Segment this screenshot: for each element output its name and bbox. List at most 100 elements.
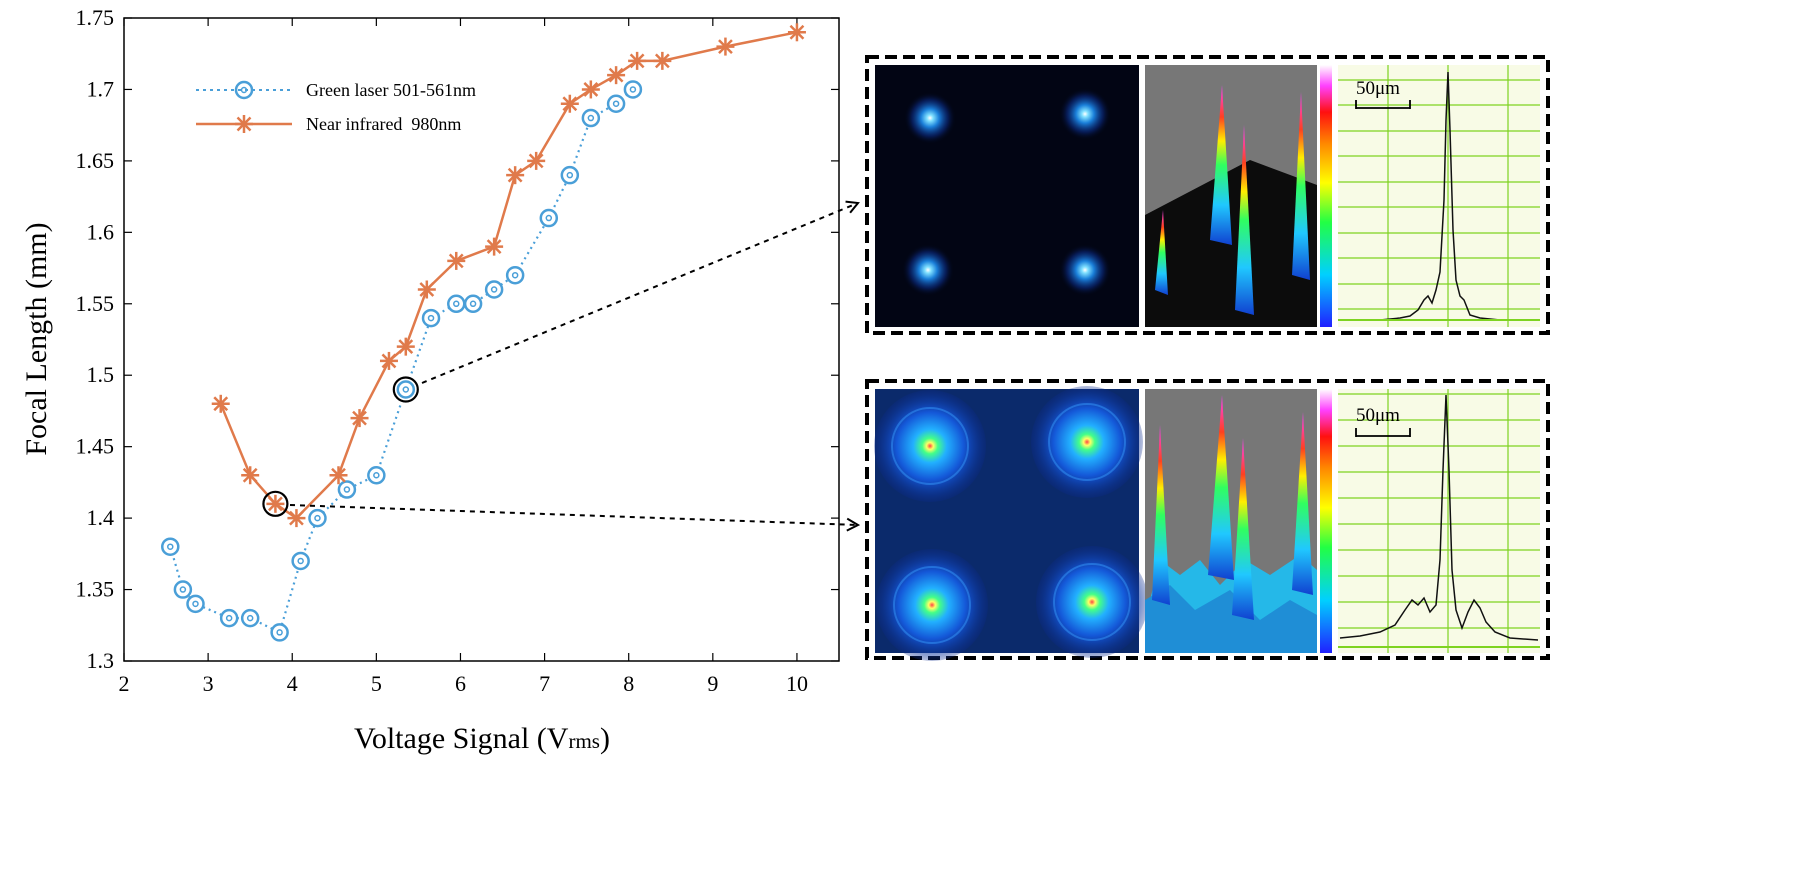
near-infrared-point [653, 51, 672, 70]
x-tick-label: 6 [455, 671, 466, 696]
near-infrared-point [628, 51, 647, 70]
legend-label-nir: Near infrared 980nm [306, 114, 461, 134]
bottom-peak-1 [1152, 425, 1170, 605]
near-infrared-point [266, 494, 285, 513]
bottom-peak-3 [1232, 438, 1254, 620]
y-tick-label: 1.75 [76, 5, 115, 30]
legend: Green laser 501-561nm Near infrared 980n… [196, 80, 476, 134]
highlight-circle-top [392, 376, 419, 403]
highlight-circle-bottom [262, 490, 289, 517]
green-laser-point [539, 208, 559, 228]
near-infrared-point [287, 509, 306, 528]
y-tick-label: 1.6 [87, 219, 115, 244]
arrow-to-top-panel [421, 203, 858, 384]
x-tick-label: 9 [707, 671, 718, 696]
x-tick-label: 8 [623, 671, 634, 696]
top-spot-3 [902, 244, 954, 296]
bottom-beam-panel: 50μm [865, 379, 1550, 661]
top-spot-1 [904, 92, 956, 144]
legend-label-green: Green laser 501-561nm [306, 80, 476, 100]
green-laser-point [308, 508, 327, 528]
y-tick-label: 1.35 [76, 577, 115, 602]
y-tick-label: 1.65 [76, 148, 115, 173]
bottom-colorbar [1320, 389, 1332, 653]
x-tick-label: 10 [786, 671, 808, 696]
near-infrared-point [379, 351, 398, 370]
green-laser-point [505, 265, 525, 285]
near-infrared-point [329, 466, 348, 485]
top-spot-4 [1059, 244, 1111, 296]
bottom-surface-plot [1145, 389, 1332, 653]
near-infrared-point [417, 280, 436, 299]
x-axis-label-main: Voltage Signal (V [354, 722, 569, 755]
green-laser-point [161, 537, 180, 556]
green-laser-point [173, 580, 193, 599]
green-laser-point [270, 623, 289, 642]
y-tick-label: 1.3 [87, 648, 115, 673]
x-axis-label: Voltage Signal (Vrms) [354, 722, 610, 755]
green-laser-point [219, 608, 239, 628]
bottom-beam-image [874, 386, 1148, 661]
near-infrared-point [485, 237, 504, 256]
bottom-spot-1 [874, 390, 986, 502]
top-profile-plot: 50μm [1338, 65, 1540, 327]
near-infrared-point [607, 66, 626, 85]
y-axis-ticks: 1.3 1.35 1.4 1.45 1.5 1.55 1.6 1.65 1.7 1.75 [76, 5, 839, 673]
x-tick-label: 4 [287, 671, 298, 696]
near-infrared-point [350, 409, 369, 428]
bottom-profile-line [1339, 394, 1539, 641]
top-scale-label: 50μm [1356, 78, 1400, 99]
top-spot-2 [1059, 88, 1111, 140]
near-infrared-point [396, 337, 415, 356]
top-beam-panel: 50μm [865, 55, 1550, 335]
green-laser-point [463, 294, 483, 314]
top-scale-bar [1355, 100, 1411, 109]
legend-marker-nir [235, 115, 253, 133]
x-axis-ticks: 2 3 4 5 6 7 8 9 10 [119, 18, 808, 696]
green-laser-point [560, 165, 580, 185]
x-axis-label-sub: rms [568, 729, 600, 753]
legend-marker-green [234, 80, 254, 100]
x-axis-label-close: ) [600, 722, 610, 755]
legend-marker-green-dot [240, 86, 248, 94]
bottom-spot-2 [1031, 386, 1143, 498]
bottom-peak-4 [1292, 412, 1313, 595]
x-tick-label: 2 [119, 671, 130, 696]
green-laser-point [186, 594, 205, 614]
green-laser-point [581, 108, 601, 128]
callout-arrows [289, 203, 858, 525]
series-markers [161, 23, 806, 642]
bottom-scale-bar [1355, 428, 1411, 437]
y-tick-label: 1.7 [87, 76, 115, 101]
green-laser-point [367, 465, 386, 485]
y-tick-label: 1.4 [87, 505, 115, 530]
green-laser-point [396, 380, 416, 399]
near-infrared-point [241, 466, 260, 485]
near-infrared-point [211, 394, 230, 413]
top-surface-plot [1145, 65, 1332, 327]
near-infrared-point [506, 166, 525, 185]
top-peak-4 [1292, 92, 1310, 280]
x-tick-label: 3 [203, 671, 214, 696]
near-infrared-point [447, 251, 466, 270]
top-peak-2 [1210, 85, 1232, 245]
top-peak-3 [1235, 125, 1254, 315]
plot-area-frame [123, 17, 840, 662]
focal-length-chart: 1.3 1.35 1.4 1.45 1.5 1.55 1.6 1.65 1.7 1.75 2 3 4 5… [20, 5, 840, 755]
near-infrared-point [527, 151, 546, 170]
top-peak-1 [1155, 210, 1168, 295]
near-infrared-point [560, 94, 579, 113]
green-laser-point [623, 80, 643, 99]
y-tick-label: 1.45 [76, 434, 115, 459]
bottom-spot-4 [1036, 546, 1148, 658]
near-infrared-point [716, 37, 735, 56]
green-laser-point [291, 551, 310, 571]
bottom-spot-3 [876, 549, 988, 661]
green-laser-point [606, 94, 626, 113]
green-laser-point [421, 308, 441, 328]
y-tick-label: 1.5 [87, 362, 115, 387]
y-axis-label: Focal Length (mm) [20, 222, 53, 455]
green-laser-point [337, 480, 357, 499]
near-infrared-point [581, 80, 600, 99]
